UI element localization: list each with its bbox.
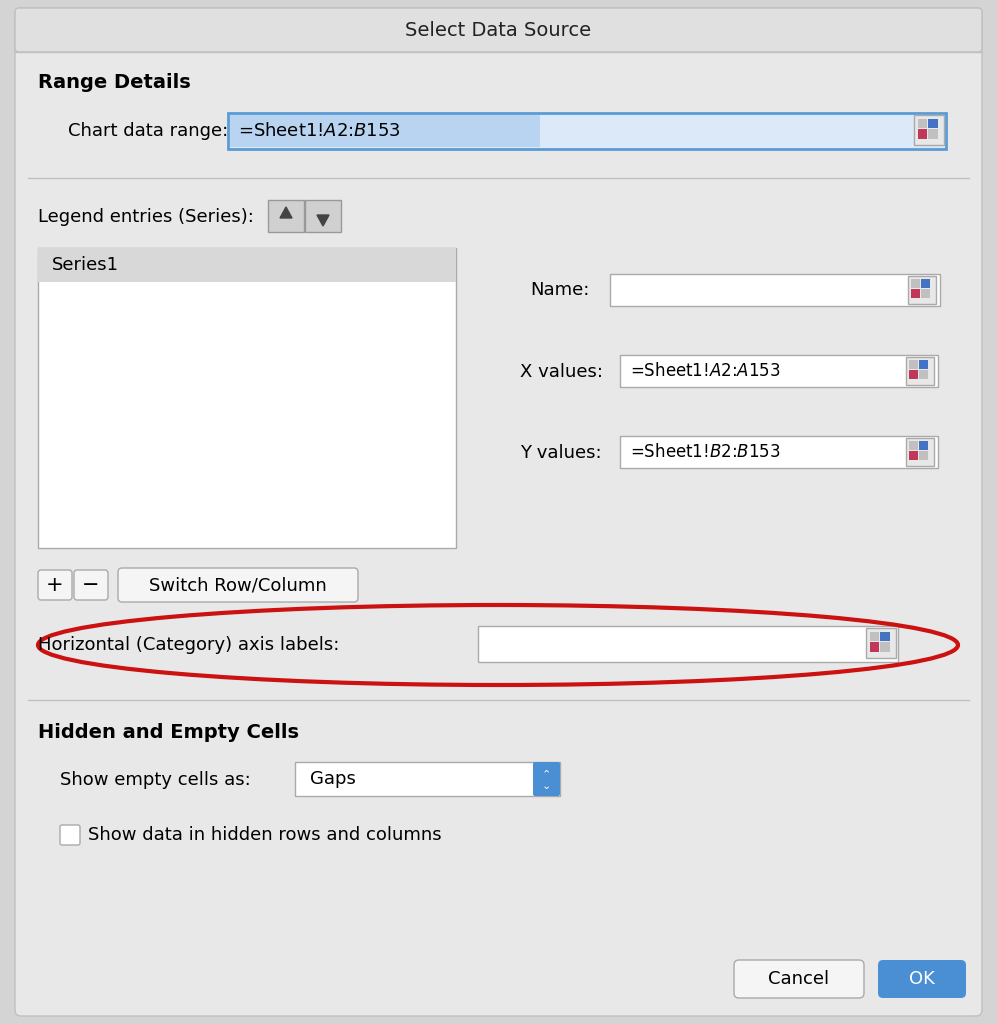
Bar — [919, 360, 928, 370]
Bar — [909, 452, 918, 460]
Bar — [230, 115, 540, 147]
Text: Horizontal (Category) axis labels:: Horizontal (Category) axis labels: — [38, 636, 339, 654]
FancyBboxPatch shape — [38, 570, 72, 600]
Text: Range Details: Range Details — [38, 73, 190, 91]
Text: Y values:: Y values: — [520, 444, 601, 462]
FancyBboxPatch shape — [118, 568, 358, 602]
Bar — [917, 129, 927, 139]
Bar — [38, 248, 456, 282]
Text: Chart data range:: Chart data range: — [68, 122, 228, 140]
Bar — [880, 632, 889, 641]
Bar — [880, 642, 889, 652]
FancyBboxPatch shape — [74, 570, 108, 600]
Text: Hidden and Empty Cells: Hidden and Empty Cells — [38, 724, 299, 742]
Text: Switch Row/Column: Switch Row/Column — [150, 575, 327, 594]
Bar — [909, 371, 918, 379]
Text: +: + — [46, 575, 64, 595]
Bar — [228, 113, 946, 150]
Text: ⌃: ⌃ — [541, 769, 550, 779]
Text: ⌄: ⌄ — [541, 781, 550, 791]
Bar — [38, 248, 456, 548]
Polygon shape — [317, 215, 329, 226]
Bar — [919, 452, 928, 460]
Bar — [919, 371, 928, 379]
Bar — [620, 355, 938, 387]
Bar — [908, 276, 936, 304]
FancyBboxPatch shape — [15, 8, 982, 1016]
Text: Series1: Series1 — [52, 256, 119, 274]
Text: Cancel: Cancel — [769, 970, 830, 988]
Bar — [268, 200, 304, 232]
Text: Legend entries (Series):: Legend entries (Series): — [38, 208, 254, 226]
Bar — [909, 441, 918, 451]
Bar — [610, 274, 940, 306]
Bar — [919, 441, 928, 451]
Text: =Sheet1!$B$2:$B$153: =Sheet1!$B$2:$B$153 — [630, 443, 781, 461]
Text: =Sheet1!$A$2:$B$153: =Sheet1!$A$2:$B$153 — [238, 122, 401, 140]
Bar — [620, 436, 938, 468]
Bar — [869, 632, 879, 641]
Text: Show empty cells as:: Show empty cells as: — [60, 771, 251, 790]
Bar — [869, 642, 879, 652]
Bar — [928, 119, 938, 128]
Polygon shape — [280, 207, 292, 218]
FancyBboxPatch shape — [60, 825, 80, 845]
Bar — [914, 115, 944, 145]
FancyBboxPatch shape — [734, 961, 864, 998]
Bar — [917, 119, 927, 128]
Text: OK: OK — [909, 970, 935, 988]
Text: X values:: X values: — [520, 362, 603, 381]
Text: =Sheet1!$A$2:$A$153: =Sheet1!$A$2:$A$153 — [630, 362, 781, 380]
Text: Select Data Source: Select Data Source — [405, 22, 591, 41]
Text: −: − — [82, 575, 100, 595]
Bar — [911, 280, 920, 289]
Text: Name:: Name: — [530, 281, 589, 299]
FancyBboxPatch shape — [533, 762, 560, 796]
Bar — [305, 200, 341, 232]
Bar — [906, 357, 934, 385]
Bar — [911, 290, 920, 298]
Bar — [928, 129, 938, 139]
Bar — [909, 360, 918, 370]
Bar — [906, 438, 934, 466]
Bar — [921, 280, 930, 289]
Text: Show data in hidden rows and columns: Show data in hidden rows and columns — [88, 826, 442, 844]
FancyBboxPatch shape — [15, 8, 982, 52]
FancyBboxPatch shape — [878, 961, 966, 998]
Bar — [478, 626, 898, 662]
Text: Gaps: Gaps — [310, 770, 356, 788]
Bar — [866, 628, 896, 658]
Bar — [295, 762, 560, 796]
Bar — [921, 290, 930, 298]
